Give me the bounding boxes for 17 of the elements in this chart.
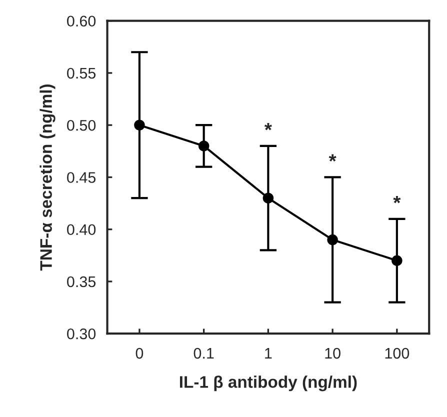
annotation: * — [264, 122, 272, 130]
x-tick-label: 0.1 — [194, 348, 214, 359]
y-tick-label: 0.50 — [67, 120, 96, 131]
x-tick-label: 0 — [136, 348, 144, 359]
y-axis-title: TNF-α secretion (ng/ml) — [40, 84, 56, 271]
x-axis-title: IL-1 β antibody (ng/ml) — [180, 376, 357, 392]
x-tick-label: 1 — [265, 348, 272, 359]
y-tick-label: 0.60 — [67, 16, 96, 27]
y-tick-label: 0.35 — [67, 276, 96, 288]
annotation: * — [393, 196, 401, 204]
y-tick-label: 0.30 — [67, 328, 96, 340]
y-tick-label: 0.55 — [67, 68, 96, 79]
y-tick-label: 0.45 — [67, 172, 96, 183]
x-tick-label: 10 — [325, 348, 340, 359]
x-tick-label: 100 — [385, 348, 410, 359]
annotation: * — [328, 154, 336, 162]
y-tick-label: 0.40 — [67, 224, 96, 236]
